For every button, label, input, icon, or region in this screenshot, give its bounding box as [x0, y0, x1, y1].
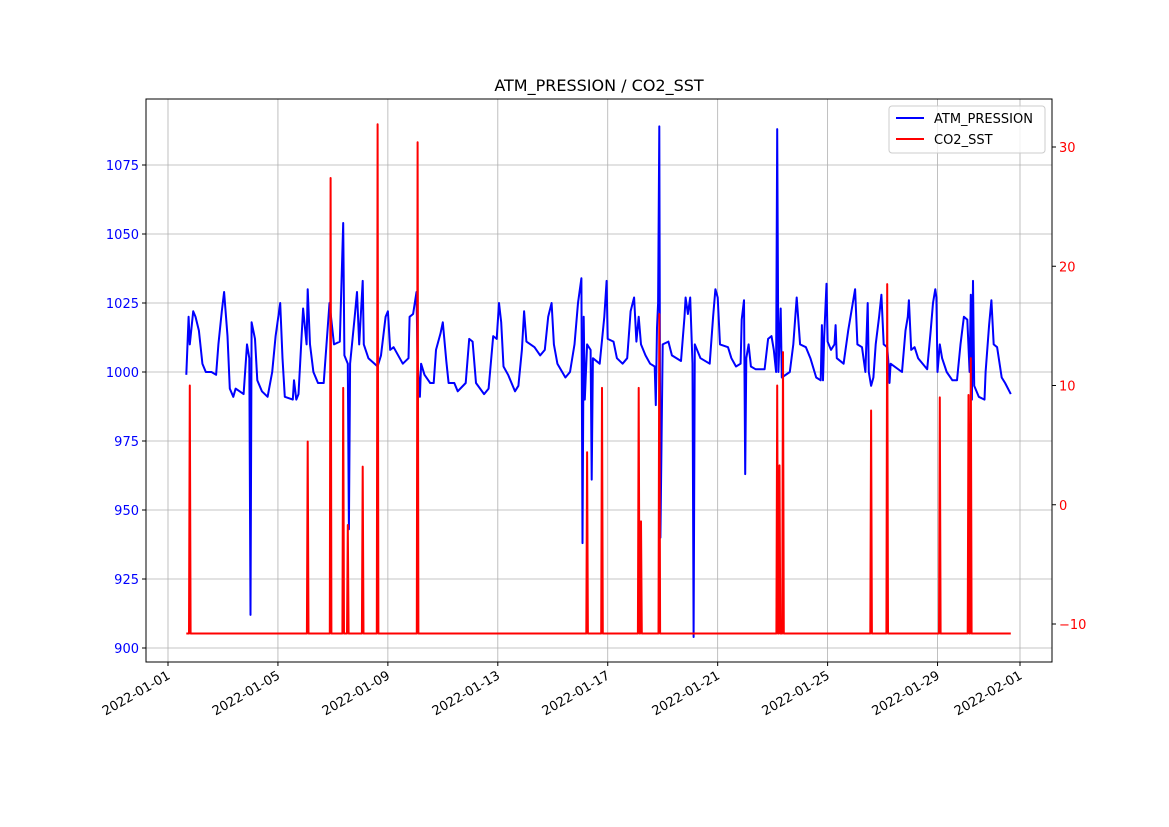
legend-label-atm: ATM_PRESSION — [934, 112, 1033, 127]
y-right-tick-label: 30 — [1059, 141, 1076, 156]
y-left-tick-label: 1075 — [106, 159, 139, 174]
legend-label-co2: CO2_SST — [934, 133, 993, 148]
y-left-tick-label: 900 — [114, 642, 139, 657]
x-tick-label: 2022-01-09 — [320, 668, 393, 719]
y-left-tick-label: 925 — [114, 573, 139, 588]
y-left-tick-label: 1050 — [106, 228, 139, 243]
y-right-tick-label: 10 — [1059, 380, 1076, 395]
x-tick-label: 2022-01-25 — [760, 668, 833, 719]
x-axis: 2022-01-01 2022-01-05 2022-01-09 2022-01-13… — [100, 662, 1025, 719]
y-left-tick-label: 975 — [114, 435, 139, 450]
grid — [146, 99, 1052, 662]
x-tick-label: 2022-01-17 — [540, 668, 613, 719]
y-right-tick-label: 0 — [1059, 499, 1067, 514]
y-right-tick-label: 20 — [1059, 260, 1076, 275]
x-tick-label: 2022-01-29 — [870, 668, 943, 719]
series-line-co2-sst — [186, 123, 1011, 635]
y-left-tick-label: 1000 — [106, 366, 139, 381]
y-axis-right: −10 0 10 20 30 — [1052, 141, 1086, 633]
x-tick-label: 2022-01-01 — [100, 668, 173, 719]
x-tick-label: 2022-02-01 — [952, 668, 1025, 719]
y-left-tick-label: 950 — [114, 504, 139, 519]
series-line-atm-pression — [185, 125, 1012, 638]
plot-area — [185, 123, 1012, 638]
x-tick-label: 2022-01-21 — [650, 668, 723, 719]
x-tick-label: 2022-01-05 — [210, 668, 283, 719]
y-right-tick-label: −10 — [1059, 618, 1086, 633]
legend: ATM_PRESSION CO2_SST — [888, 105, 1046, 154]
chart-title: ATM_PRESSION / CO2_SST — [494, 76, 704, 96]
y-axis-left: 900 925 950 975 1000 1025 1050 1075 — [106, 159, 146, 657]
x-tick-label: 2022-01-13 — [430, 668, 503, 719]
y-left-tick-label: 1025 — [106, 297, 139, 312]
axes-frame — [145, 98, 1053, 663]
